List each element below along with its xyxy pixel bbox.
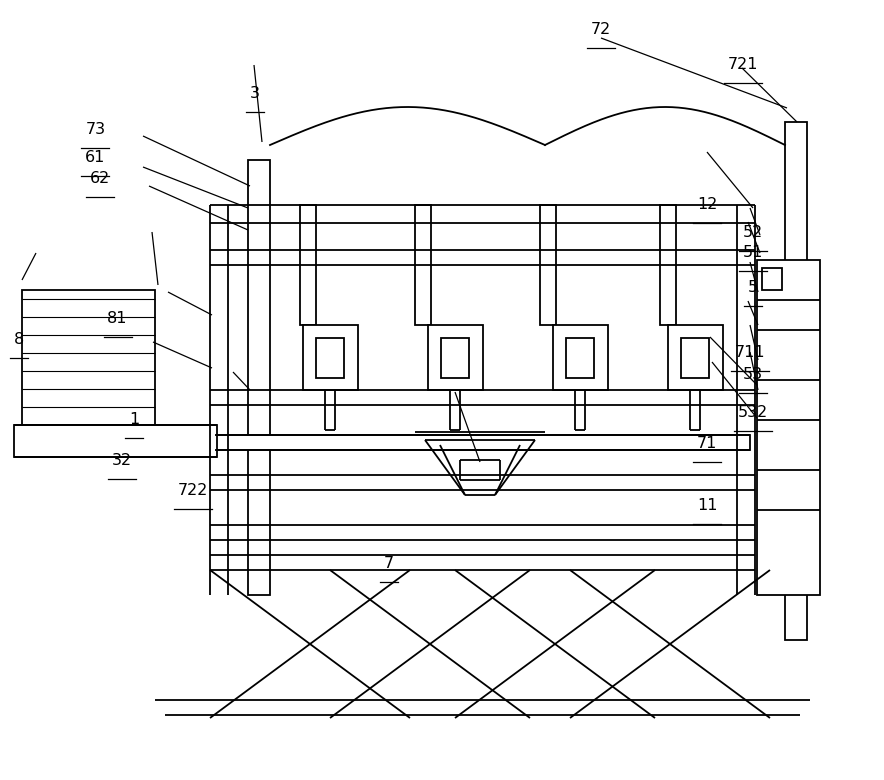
- Bar: [441, 338, 469, 378]
- Text: 711: 711: [735, 346, 765, 360]
- Text: 61: 61: [85, 151, 106, 165]
- Bar: [660, 205, 676, 325]
- Bar: [415, 205, 431, 325]
- Bar: [668, 325, 723, 390]
- Text: 7: 7: [384, 556, 394, 571]
- Text: 72: 72: [591, 23, 611, 37]
- Bar: [757, 260, 820, 595]
- Text: 32: 32: [112, 453, 132, 468]
- Bar: [14, 425, 217, 457]
- Bar: [540, 205, 556, 325]
- Text: 81: 81: [107, 311, 128, 326]
- Text: 5: 5: [748, 280, 758, 295]
- Bar: [215, 435, 750, 450]
- Bar: [785, 122, 807, 640]
- Bar: [303, 325, 358, 390]
- Text: 721: 721: [728, 57, 758, 72]
- Text: 11: 11: [697, 498, 718, 513]
- Text: 73: 73: [86, 122, 105, 136]
- Bar: [762, 268, 782, 290]
- Bar: [428, 325, 483, 390]
- Text: 532: 532: [738, 405, 768, 420]
- Bar: [248, 160, 270, 595]
- Text: 51: 51: [743, 245, 764, 260]
- Bar: [553, 325, 608, 390]
- Text: 71: 71: [697, 436, 718, 451]
- Bar: [22, 290, 155, 425]
- Bar: [300, 205, 316, 325]
- Bar: [316, 338, 344, 378]
- Text: 62: 62: [90, 171, 110, 186]
- Text: 722: 722: [178, 483, 208, 498]
- Text: 52: 52: [743, 225, 763, 240]
- Text: 1: 1: [129, 413, 140, 427]
- Text: 3: 3: [249, 87, 260, 101]
- Bar: [566, 338, 594, 378]
- Text: 8: 8: [14, 332, 25, 347]
- Bar: [681, 338, 709, 378]
- Text: 53: 53: [743, 367, 763, 382]
- Text: 12: 12: [697, 197, 718, 212]
